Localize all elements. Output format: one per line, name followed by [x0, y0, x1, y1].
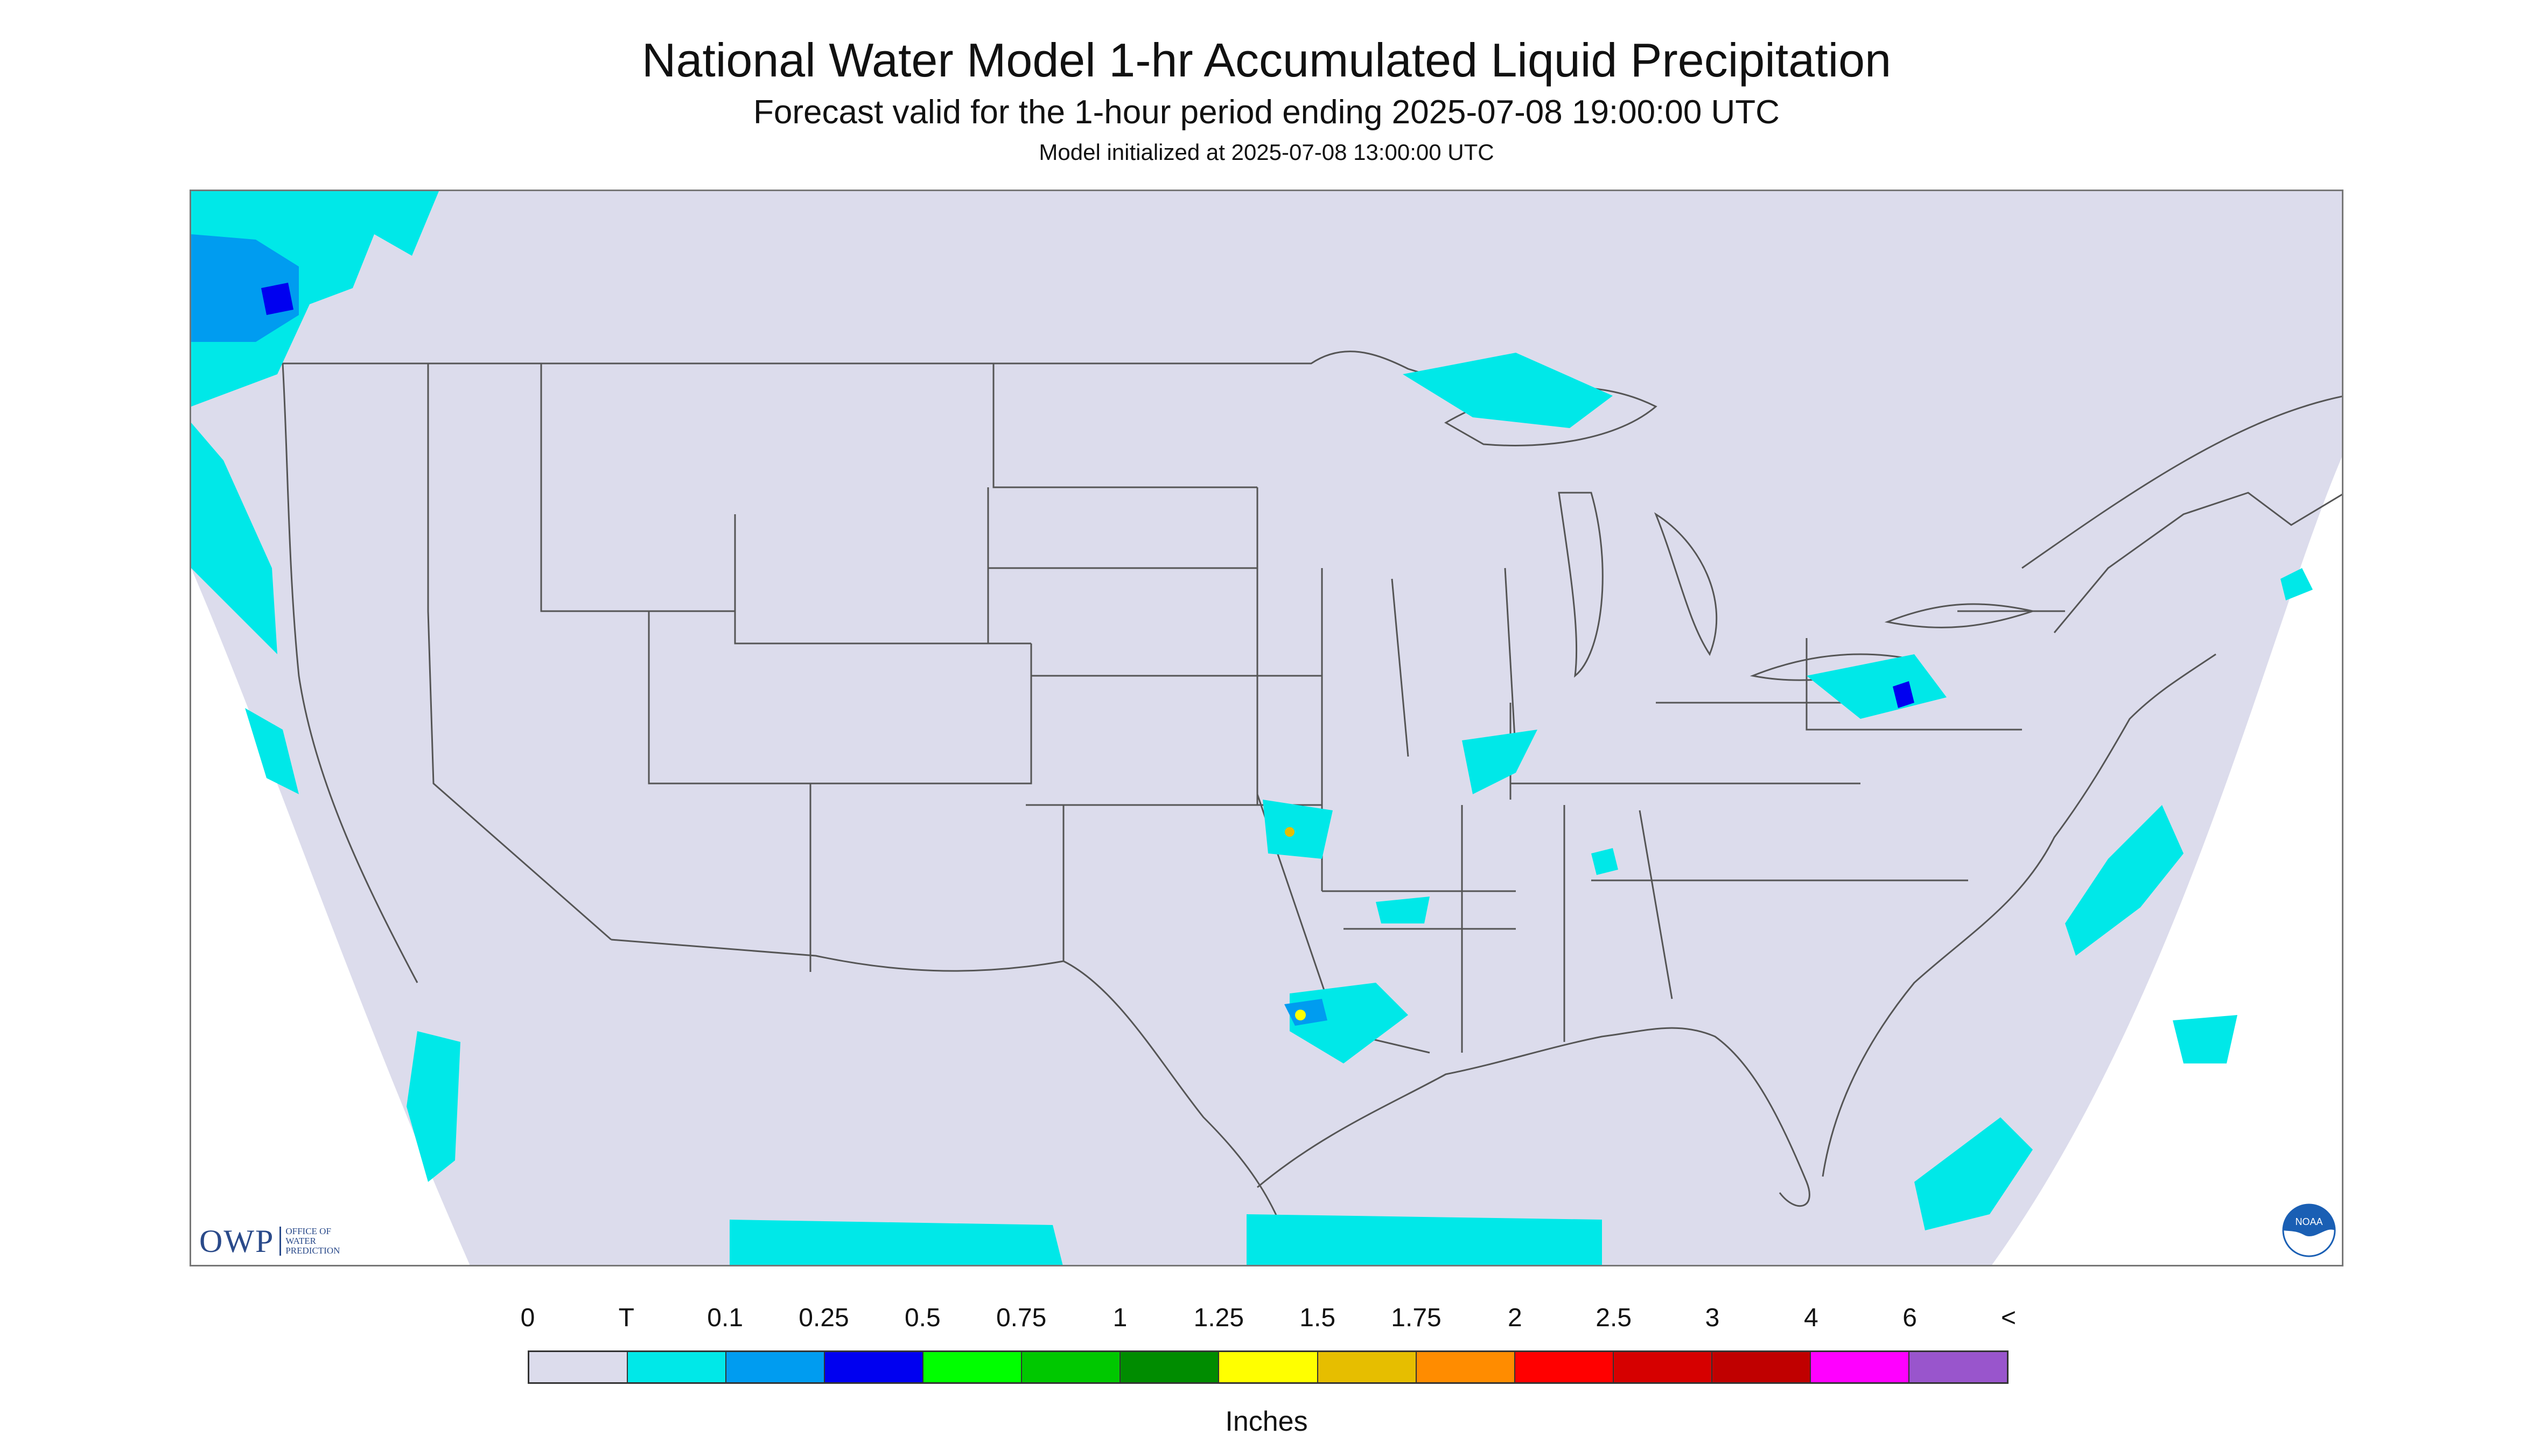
precip-trace-area — [245, 708, 299, 794]
precipitation-areas — [191, 191, 2313, 1265]
precip-trace-area — [1376, 897, 1430, 923]
precipitation-map — [190, 190, 2343, 1266]
precip-trace-area — [2065, 805, 2184, 956]
legend-swatch — [825, 1352, 924, 1382]
owp-logo-line: WATER — [285, 1236, 317, 1246]
legend-swatch — [529, 1352, 628, 1382]
legend-swatch — [1712, 1352, 1811, 1382]
legend-swatch — [1416, 1352, 1515, 1382]
precip-moderate-area — [1893, 681, 1914, 708]
legend-tick-label: 2.5 — [1596, 1304, 1632, 1332]
precip-heavy-spot — [1295, 1010, 1306, 1020]
precip-trace-area — [1462, 730, 1537, 794]
legend-swatch — [1318, 1352, 1417, 1382]
precip-trace-area — [1914, 1117, 2033, 1230]
legend-tick-label: 0.25 — [799, 1304, 849, 1332]
precip-trace-area — [191, 423, 277, 654]
legend-color-bar — [528, 1350, 2009, 1384]
legend-tick-label: 2 — [1507, 1304, 1522, 1332]
precip-trace-area — [407, 1031, 460, 1182]
legend-swatch — [1219, 1352, 1318, 1382]
precip-light-area — [1284, 999, 1327, 1026]
legend-labels: 0 T 0.1 0.25 0.5 0.75 1 1.25 1.5 1.75 2 2.5 3 4 6 < — [0, 1303, 2533, 1335]
legend-units: Inches — [1225, 1406, 1308, 1437]
noaa-logo-icon: NOAA — [2282, 1203, 2336, 1257]
legend-swatch — [1909, 1352, 2007, 1382]
legend-swatch — [1515, 1352, 1614, 1382]
owp-logo: OWP OFFICE OF WATER PREDICTION — [199, 1222, 340, 1260]
legend-swatch — [628, 1352, 727, 1382]
legend-tick-label: 3 — [1705, 1304, 1720, 1332]
noaa-logo-text: NOAA — [2295, 1216, 2322, 1227]
legend-tick-label: 0.5 — [904, 1304, 941, 1332]
legend-tick-label: 4 — [1803, 1304, 1818, 1332]
legend-tick-label: 1.75 — [1391, 1304, 1442, 1332]
legend-tick-label: 0 — [520, 1304, 535, 1332]
legend-tick-label: T — [618, 1304, 634, 1332]
owp-logo-line: OFFICE OF — [285, 1226, 331, 1236]
legend-tick-label: 6 — [1902, 1304, 1918, 1332]
precip-trace-area — [1247, 1214, 1602, 1265]
map-subtitle: Forecast valid for the 1-hour period end… — [753, 94, 1780, 131]
legend-tick-label: 1.5 — [1299, 1304, 1336, 1332]
legend-swatch — [1121, 1352, 1220, 1382]
model-domain — [191, 191, 2342, 1265]
legend-swatch — [1613, 1352, 1712, 1382]
precip-moderate-area — [261, 283, 293, 315]
legend-tick-label: 0.1 — [707, 1304, 744, 1332]
precip-trace-area — [1403, 353, 1613, 428]
legend-swatch — [726, 1352, 825, 1382]
owp-logo-line: PREDICTION — [285, 1245, 340, 1256]
map-title: National Water Model 1-hr Accumulated Li… — [641, 33, 1892, 87]
precip-trace-area — [1263, 800, 1333, 859]
legend-tick-label: 0.75 — [996, 1304, 1047, 1332]
legend-tick-label: < — [2000, 1304, 2017, 1332]
owp-logo-subtext: OFFICE OF WATER PREDICTION — [279, 1227, 340, 1256]
precip-light-area — [191, 234, 299, 342]
boundary-lines — [267, 351, 2342, 1265]
map-canvas — [191, 191, 2342, 1265]
legend-swatch — [1810, 1352, 1909, 1382]
legend-swatch — [1022, 1352, 1121, 1382]
precip-trace-area — [1591, 848, 1618, 875]
legend-tick-label: 1 — [1112, 1304, 1128, 1332]
owp-logo-mark: OWP — [199, 1223, 275, 1259]
precip-heavy-spot — [1285, 827, 1295, 837]
legend-swatch — [923, 1352, 1023, 1382]
precip-trace-area — [730, 1220, 1063, 1265]
legend-tick-label: 1.25 — [1193, 1304, 1244, 1332]
model-init-time: Model initialized at 2025-07-08 13:00:00… — [1039, 139, 1494, 165]
precip-trace-area — [2280, 568, 2313, 600]
precip-trace-area — [2173, 1015, 2237, 1063]
